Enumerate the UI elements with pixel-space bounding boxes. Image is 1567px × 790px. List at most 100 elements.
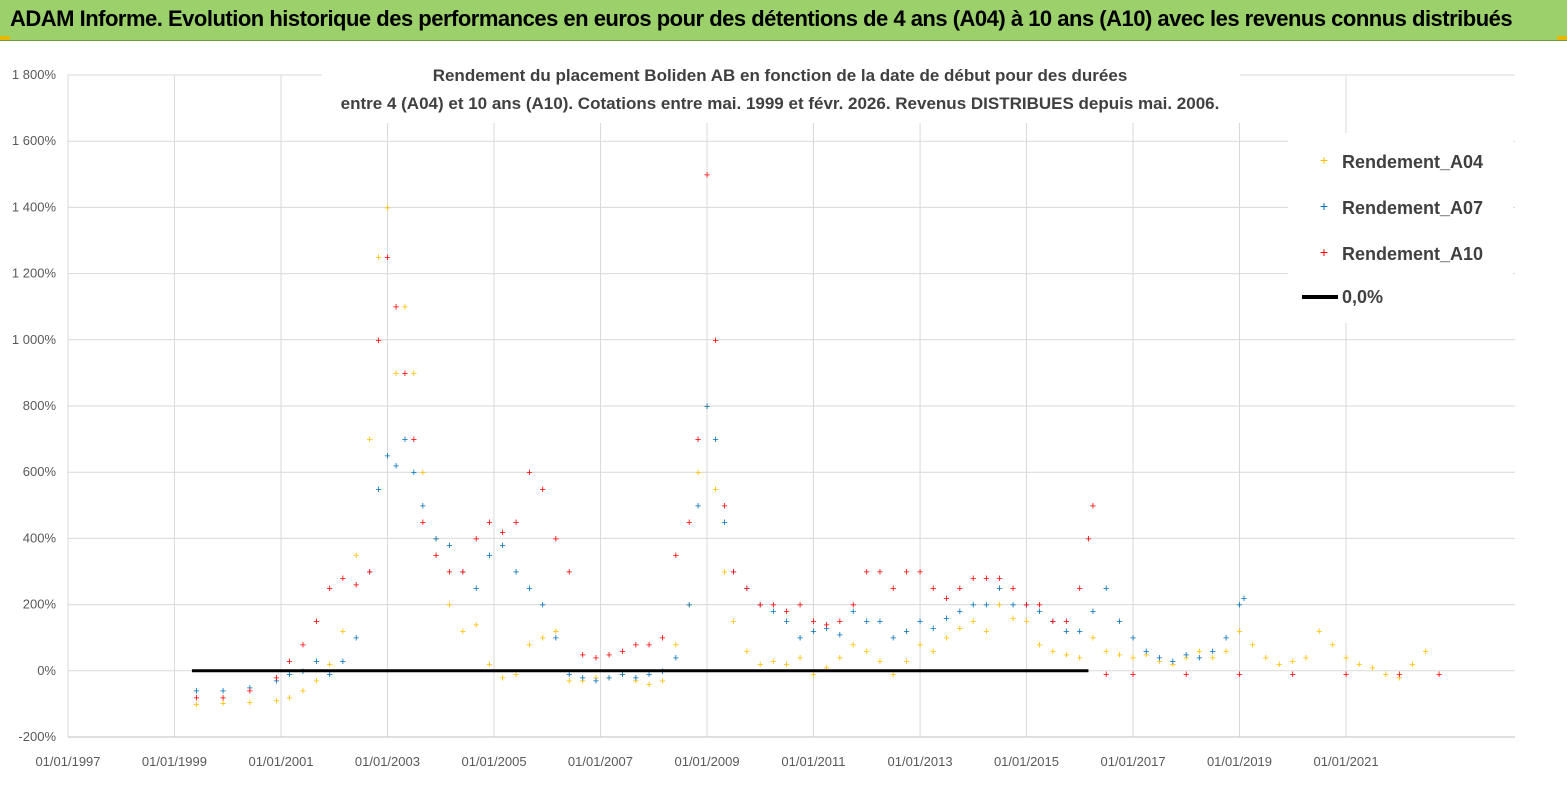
data-point: + bbox=[712, 335, 718, 347]
data-point: + bbox=[850, 600, 856, 612]
data-point: + bbox=[704, 401, 710, 413]
data-point: + bbox=[286, 656, 292, 668]
data-point: + bbox=[730, 616, 736, 628]
data-point: + bbox=[903, 656, 909, 668]
report-banner: ADAM Informe. Evolution historique des p… bbox=[0, 0, 1567, 41]
data-point: + bbox=[770, 600, 776, 612]
data-point: + bbox=[1050, 616, 1056, 628]
data-point: + bbox=[996, 600, 1002, 612]
data-point: + bbox=[619, 646, 625, 658]
data-point: + bbox=[996, 573, 1002, 585]
data-point: + bbox=[970, 616, 976, 628]
data-point: + bbox=[1036, 600, 1042, 612]
data-point: + bbox=[1023, 600, 1029, 612]
data-point: + bbox=[1130, 633, 1136, 645]
data-point: + bbox=[247, 697, 253, 709]
data-point: + bbox=[983, 626, 989, 638]
data-point: + bbox=[579, 672, 585, 684]
data-point: + bbox=[393, 302, 399, 314]
data-point: + bbox=[673, 653, 679, 665]
data-point: + bbox=[366, 434, 372, 446]
x-tick-label: 01/01/2007 bbox=[568, 754, 633, 769]
data-point: + bbox=[375, 335, 381, 347]
data-point: + bbox=[566, 676, 572, 688]
data-point: + bbox=[384, 451, 390, 463]
data-point: + bbox=[420, 467, 426, 479]
data-point: + bbox=[353, 633, 359, 645]
data-point: + bbox=[593, 653, 599, 665]
chart-title-line-2: entre 4 (A04) et 10 ans (A10). Cotations… bbox=[341, 94, 1220, 113]
data-point: + bbox=[313, 656, 319, 668]
data-point: + bbox=[695, 467, 701, 479]
data-point: + bbox=[606, 672, 612, 684]
data-point: + bbox=[247, 682, 253, 694]
data-point: + bbox=[460, 567, 466, 579]
data-point: + bbox=[340, 573, 346, 585]
data-point: + bbox=[1076, 583, 1082, 595]
data-point: + bbox=[850, 639, 856, 651]
y-tick-label: 800% bbox=[23, 398, 57, 413]
data-point: + bbox=[619, 669, 625, 681]
data-point: + bbox=[473, 619, 479, 631]
data-point: + bbox=[1103, 646, 1109, 658]
data-point: + bbox=[957, 583, 963, 595]
data-point: + bbox=[193, 686, 199, 698]
data-point: + bbox=[402, 434, 408, 446]
data-point: + bbox=[1143, 649, 1149, 661]
data-point: + bbox=[633, 639, 639, 651]
data-point: + bbox=[996, 583, 1002, 595]
data-point: + bbox=[877, 656, 883, 668]
y-tick-label: 1 800% bbox=[12, 67, 57, 82]
data-point: + bbox=[1090, 606, 1096, 618]
data-point: + bbox=[1116, 649, 1122, 661]
data-point: + bbox=[553, 633, 559, 645]
data-point: + bbox=[1383, 669, 1389, 681]
data-point: + bbox=[1023, 616, 1029, 628]
data-point: + bbox=[446, 567, 452, 579]
data-point: + bbox=[566, 669, 572, 681]
data-point: + bbox=[553, 626, 559, 638]
data-point: + bbox=[540, 633, 546, 645]
data-point: + bbox=[917, 567, 923, 579]
corner-mark bbox=[1557, 36, 1567, 40]
data-point: + bbox=[1289, 669, 1295, 681]
data-point: + bbox=[606, 672, 612, 684]
data-point: + bbox=[393, 461, 399, 473]
data-point: + bbox=[983, 600, 989, 612]
data-point: + bbox=[411, 368, 417, 380]
data-point: + bbox=[1103, 583, 1109, 595]
data-point: + bbox=[619, 669, 625, 681]
data-point: + bbox=[877, 567, 883, 579]
data-point: + bbox=[770, 606, 776, 618]
data-point: + bbox=[837, 629, 843, 641]
data-point: + bbox=[957, 606, 963, 618]
data-point: + bbox=[1143, 646, 1149, 658]
data-point: + bbox=[1156, 653, 1162, 665]
x-tick-label: 01/01/1997 bbox=[35, 754, 100, 769]
x-tick-label: 01/01/2011 bbox=[781, 754, 845, 769]
data-point: + bbox=[486, 550, 492, 562]
data-point: + bbox=[579, 676, 585, 688]
data-point: + bbox=[721, 517, 727, 529]
data-point: + bbox=[863, 567, 869, 579]
data-point: + bbox=[273, 696, 279, 708]
data-point: + bbox=[1183, 653, 1189, 665]
data-point: + bbox=[917, 616, 923, 628]
legend-marker-a10: + bbox=[1320, 244, 1328, 260]
data-point: + bbox=[1063, 649, 1069, 661]
data-point: + bbox=[837, 616, 843, 628]
data-point: + bbox=[1050, 646, 1056, 658]
y-tick-label: 0% bbox=[37, 663, 56, 678]
data-point: + bbox=[433, 533, 439, 545]
x-tick-label: 01/01/1999 bbox=[142, 754, 207, 769]
data-point: + bbox=[273, 672, 279, 684]
data-point: + bbox=[366, 567, 372, 579]
data-point: + bbox=[837, 653, 843, 665]
data-point: + bbox=[353, 550, 359, 562]
data-point: + bbox=[686, 517, 692, 529]
data-point: + bbox=[730, 567, 736, 579]
data-point: + bbox=[823, 623, 829, 635]
x-tick-label: 01/01/2019 bbox=[1207, 754, 1272, 769]
data-point: + bbox=[313, 676, 319, 688]
data-point: + bbox=[486, 517, 492, 529]
